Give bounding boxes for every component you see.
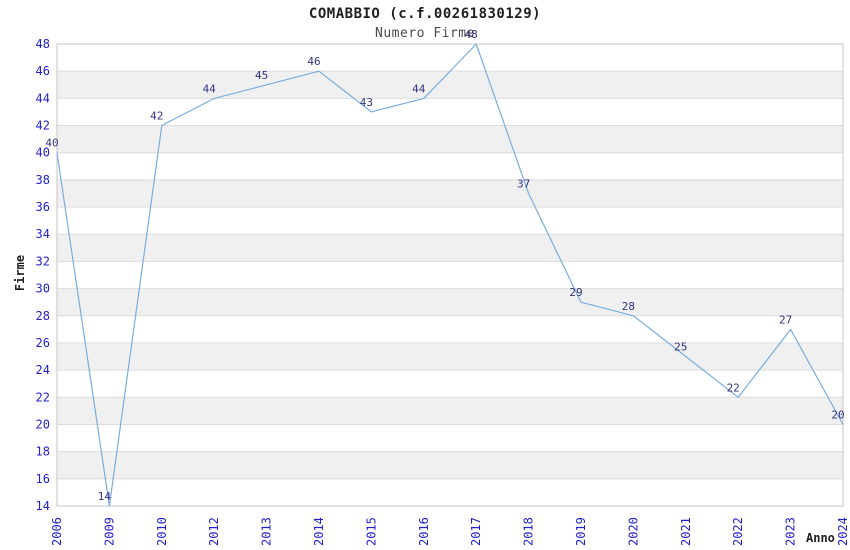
x-tick-label: 2020 xyxy=(626,517,640,546)
point-label: 43 xyxy=(360,96,373,109)
plot-band xyxy=(57,451,843,479)
x-axis-title: Anno xyxy=(806,531,835,545)
x-tick-label: 2009 xyxy=(102,517,116,546)
y-tick-label: 48 xyxy=(36,37,50,51)
point-label: 48 xyxy=(465,28,478,41)
y-tick-label: 38 xyxy=(36,173,50,187)
y-tick-label: 26 xyxy=(36,336,50,350)
plot-band xyxy=(57,179,843,208)
plot-band xyxy=(57,342,843,371)
y-tick-label: 44 xyxy=(36,91,50,105)
point-label: 22 xyxy=(727,381,740,394)
y-tick-label: 22 xyxy=(36,390,50,404)
plot-band xyxy=(57,44,843,72)
plot-band xyxy=(57,315,843,343)
plot-band xyxy=(57,261,843,289)
x-tick-label: 2014 xyxy=(312,517,326,546)
x-tick-label: 2018 xyxy=(522,517,536,546)
x-tick-label: 2006 xyxy=(50,517,64,546)
y-tick-label: 36 xyxy=(36,200,50,214)
plot-band xyxy=(57,207,843,235)
y-tick-label: 42 xyxy=(36,119,50,133)
chart-title: COMABBIO (c.f.00261830129) xyxy=(308,6,542,22)
y-tick-label: 28 xyxy=(36,309,50,323)
x-tick-label: 2016 xyxy=(417,517,431,546)
x-tick-label: 2017 xyxy=(469,517,483,546)
point-label: 29 xyxy=(569,286,582,299)
point-label: 25 xyxy=(674,341,687,354)
plot-band xyxy=(57,478,843,506)
plot-band xyxy=(57,397,843,425)
plot-band xyxy=(57,71,843,99)
x-tick-label: 2010 xyxy=(155,517,169,546)
point-label: 28 xyxy=(622,300,635,313)
point-label: 46 xyxy=(307,55,320,68)
plot-band xyxy=(57,234,843,262)
chart-subtitle: Numero Firme xyxy=(375,26,475,41)
point-label: 37 xyxy=(517,177,530,190)
y-tick-label: 40 xyxy=(36,146,50,160)
x-tick-label: 2019 xyxy=(574,517,588,546)
plot-band xyxy=(57,125,843,153)
x-tick-label: 2013 xyxy=(260,517,274,546)
series-line xyxy=(56,43,844,507)
x-tick-label: 2024 xyxy=(836,517,850,546)
point-label: 44 xyxy=(203,82,217,95)
point-label: 14 xyxy=(98,490,112,503)
plot-band xyxy=(57,98,843,126)
point-label: 44 xyxy=(412,82,426,95)
point-label: 20 xyxy=(831,408,844,421)
y-tick-label: 18 xyxy=(36,445,50,459)
x-tick-label: 2023 xyxy=(784,517,798,546)
x-tick-label: 2015 xyxy=(364,517,378,546)
y-tick-label: 34 xyxy=(36,227,50,241)
y-tick-label: 30 xyxy=(36,282,50,296)
x-tick-label: 2022 xyxy=(731,517,745,546)
y-tick-label: 20 xyxy=(36,417,50,431)
plot-band xyxy=(57,370,843,398)
plot-band xyxy=(57,288,843,316)
plot-band xyxy=(57,152,843,180)
point-label: 27 xyxy=(779,313,792,326)
y-tick-label: 16 xyxy=(36,472,50,486)
point-label: 40 xyxy=(45,137,58,150)
y-tick-label: 24 xyxy=(36,363,50,377)
y-tick-label: 32 xyxy=(36,254,50,268)
x-tick-label: 2021 xyxy=(679,517,693,546)
point-label: 42 xyxy=(150,110,163,123)
point-label: 45 xyxy=(255,69,268,82)
y-axis-title: Firme xyxy=(13,254,27,292)
y-tick-label: 46 xyxy=(36,64,50,78)
x-tick-label: 2012 xyxy=(207,517,221,546)
plot-border xyxy=(56,43,844,507)
y-tick-label: 14 xyxy=(36,499,50,513)
plot-band xyxy=(57,424,843,452)
